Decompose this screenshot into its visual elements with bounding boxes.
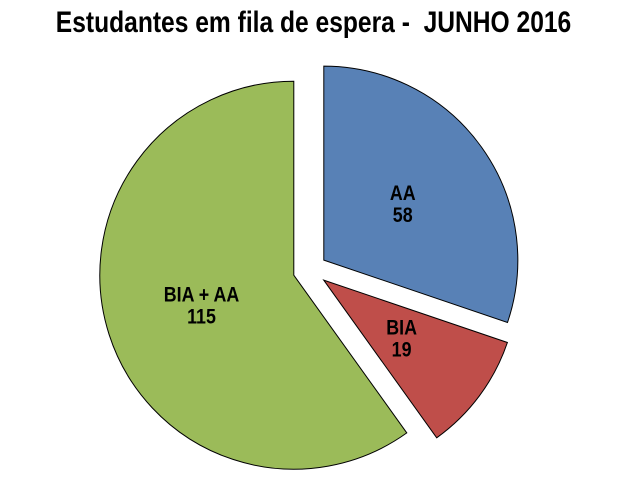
pie-slice-label-aa: AA 58 xyxy=(390,182,416,228)
pie-slice-bia xyxy=(322,279,509,439)
pie-slice-label-bia-aa: BIA + AA 115 xyxy=(164,283,239,329)
pie-slice-bia-aa xyxy=(99,80,408,470)
chart-title: Estudantes em fila de espera - JUNHO 201… xyxy=(55,6,572,39)
pie-slice-label-bia: BIA 19 xyxy=(386,316,417,362)
pie-slice-aa xyxy=(323,65,519,324)
